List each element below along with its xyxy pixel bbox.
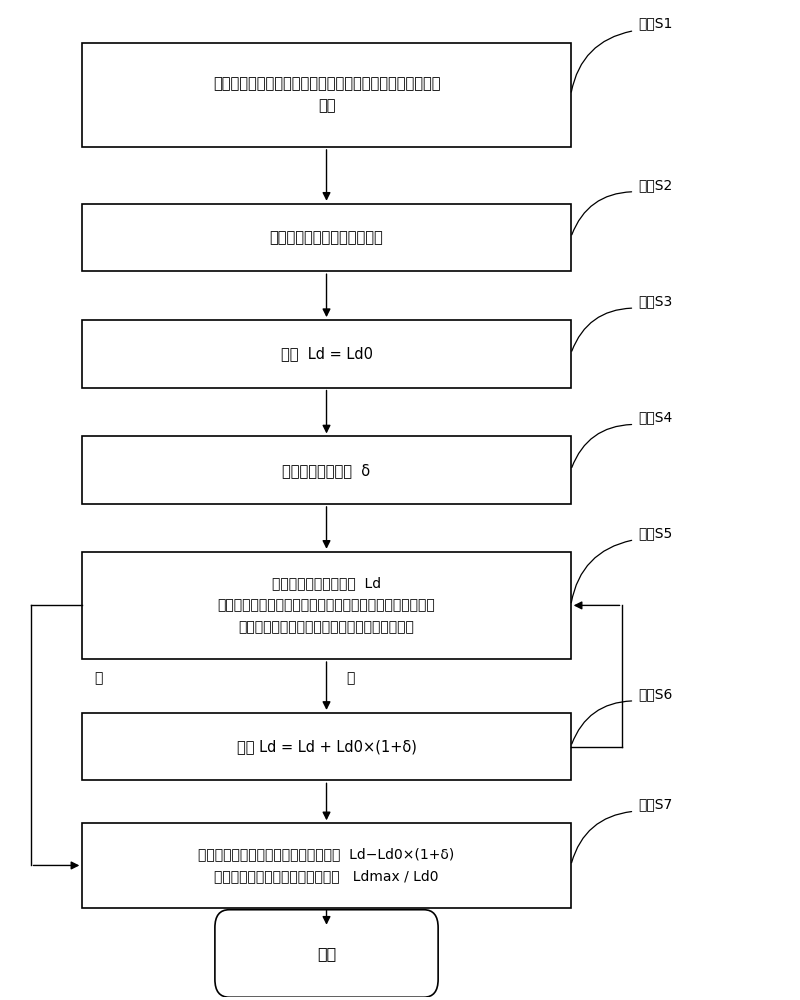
FancyBboxPatch shape [82, 713, 571, 780]
Text: 型中包含的各个约束条件的输电网机组出力计划: 型中包含的各个约束条件的输电网机组出力计划 [238, 620, 414, 634]
Text: 步骤S1: 步骤S1 [638, 17, 673, 31]
FancyBboxPatch shape [82, 823, 571, 908]
Text: 步骤S7: 步骤S7 [638, 797, 673, 811]
FancyBboxPatch shape [82, 204, 571, 271]
Text: 确定评估对象的最大可供应负荷的值为  Ld−Ld0×(1+δ): 确定评估对象的最大可供应负荷的值为 Ld−Ld0×(1+δ) [198, 848, 454, 862]
Text: 设定发电计划目标和约束模型: 设定发电计划目标和约束模型 [270, 230, 383, 245]
Text: 步骤S6: 步骤S6 [638, 687, 673, 701]
Text: 时，是否存在使设定的发电计划目标的目标函数满足约束模: 时，是否存在使设定的发电计划目标的目标函数满足约束模 [218, 598, 435, 612]
FancyBboxPatch shape [82, 320, 571, 388]
Text: 否: 否 [94, 671, 102, 685]
Text: 步骤S5: 步骤S5 [638, 526, 673, 540]
Text: 步骤S4: 步骤S4 [638, 410, 673, 424]
FancyBboxPatch shape [82, 43, 571, 147]
Text: 判断评估对象的负荷为  Ld: 判断评估对象的负荷为 Ld [272, 577, 381, 591]
Text: 数据: 数据 [318, 98, 335, 113]
FancyBboxPatch shape [215, 910, 438, 997]
Text: 获取被测输电网系统的电网模型数据和发输电设备运行状态: 获取被测输电网系统的电网模型数据和发输电设备运行状态 [213, 76, 440, 91]
FancyBboxPatch shape [82, 436, 571, 504]
FancyBboxPatch shape [82, 552, 571, 659]
Text: 步骤S3: 步骤S3 [638, 294, 673, 308]
Text: 结束: 结束 [317, 946, 336, 961]
Text: 计算被测对象的负荷供应充裕度为   Ldmax / Ld0: 计算被测对象的负荷供应充裕度为 Ldmax / Ld0 [214, 869, 438, 883]
Text: 设定  Ld = Ld0: 设定 Ld = Ld0 [281, 346, 373, 361]
Text: 设定负荷递增步长  δ: 设定负荷递增步长 δ [282, 463, 370, 478]
Text: 是: 是 [346, 671, 354, 685]
Text: 步骤S2: 步骤S2 [638, 178, 673, 192]
Text: 设定 Ld = Ld + Ld0×(1+δ): 设定 Ld = Ld + Ld0×(1+δ) [237, 739, 417, 754]
